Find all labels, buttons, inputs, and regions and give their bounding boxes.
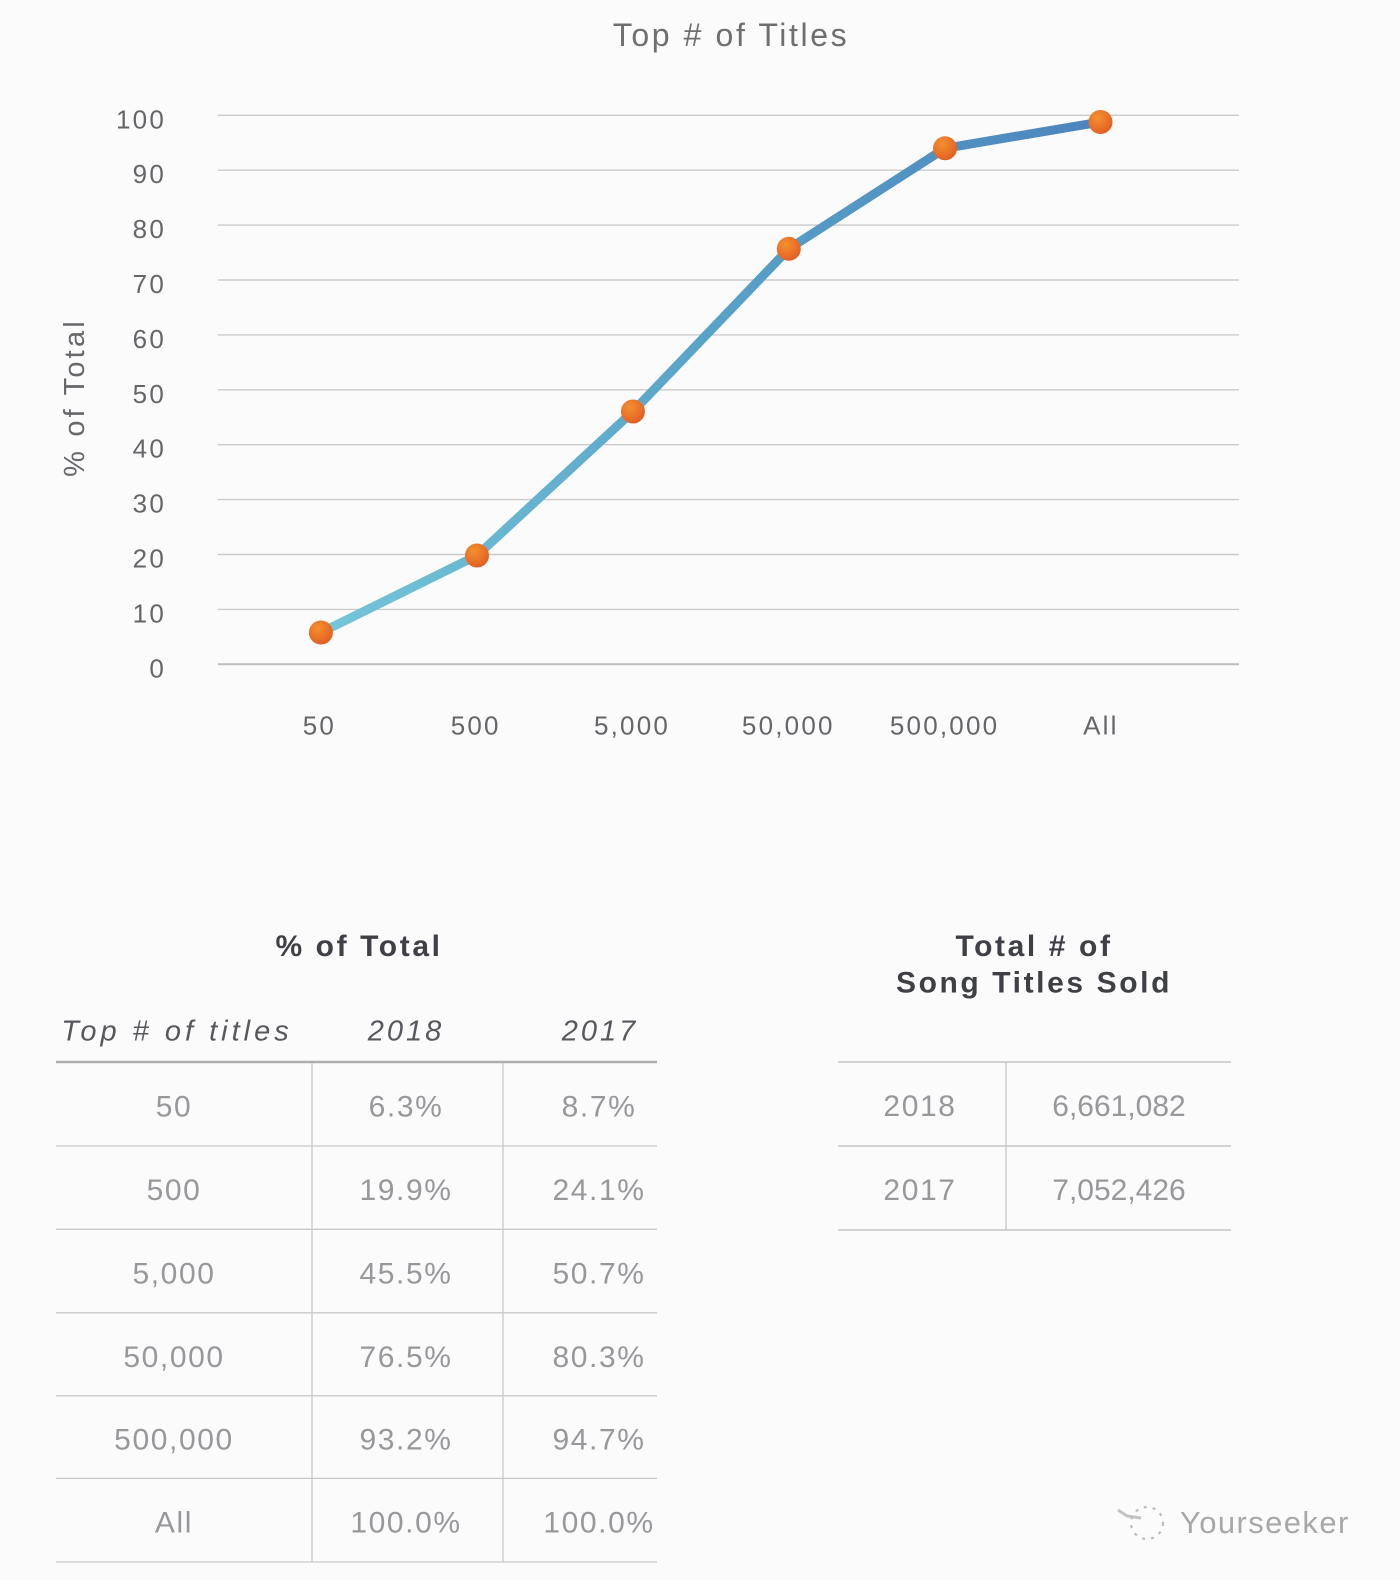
svg-text:30: 30 (133, 489, 166, 519)
svg-text:76.5%: 76.5% (359, 1341, 452, 1374)
svg-text:100.0%: 100.0% (350, 1507, 461, 1540)
svg-text:100.0%: 100.0% (543, 1507, 654, 1540)
svg-text:6.3%: 6.3% (369, 1091, 444, 1124)
svg-text:All: All (1083, 711, 1119, 741)
svg-text:20: 20 (133, 544, 166, 574)
svg-text:50: 50 (156, 1091, 193, 1124)
svg-text:100: 100 (116, 104, 166, 134)
svg-text:94.7%: 94.7% (552, 1424, 645, 1457)
svg-text:70: 70 (133, 269, 166, 299)
svg-text:2017: 2017 (883, 1174, 956, 1207)
svg-text:% of Total: % of Total (59, 318, 91, 477)
svg-text:5,000: 5,000 (594, 711, 670, 741)
svg-text:500,000: 500,000 (114, 1424, 234, 1457)
svg-text:19.9%: 19.9% (359, 1174, 452, 1207)
svg-text:Yourseeker: Yourseeker (1180, 1505, 1350, 1540)
svg-text:60: 60 (133, 324, 166, 354)
svg-text:45.5%: 45.5% (359, 1258, 452, 1291)
svg-text:% of Total: % of Total (275, 930, 442, 963)
svg-text:80.3%: 80.3% (552, 1341, 645, 1374)
svg-text:50,000: 50,000 (123, 1341, 224, 1374)
svg-text:Song Titles Sold: Song Titles Sold (896, 967, 1172, 1000)
svg-text:2017: 2017 (561, 1016, 639, 1048)
svg-text:50: 50 (133, 379, 166, 409)
svg-text:5,000: 5,000 (132, 1258, 215, 1291)
svg-text:0: 0 (149, 653, 166, 683)
svg-text:40: 40 (133, 434, 166, 464)
svg-text:50.7%: 50.7% (552, 1258, 645, 1291)
svg-text:10: 10 (133, 598, 166, 628)
svg-text:7,052,426: 7,052,426 (1052, 1174, 1185, 1207)
svg-text:90: 90 (133, 159, 166, 189)
svg-text:6,661,082: 6,661,082 (1052, 1090, 1185, 1123)
svg-text:Total # of: Total # of (955, 930, 1112, 963)
svg-text:2018: 2018 (367, 1016, 445, 1048)
svg-text:All: All (155, 1507, 193, 1540)
svg-text:50: 50 (303, 711, 336, 741)
svg-text:500: 500 (147, 1174, 202, 1207)
svg-text:50,000: 50,000 (742, 711, 835, 741)
svg-text:8.7%: 8.7% (562, 1091, 637, 1124)
svg-text:500,000: 500,000 (890, 711, 999, 741)
svg-text:Top # of titles: Top # of titles (61, 1016, 292, 1048)
svg-text:80: 80 (133, 214, 166, 244)
svg-text:93.2%: 93.2% (359, 1424, 452, 1457)
svg-text:500: 500 (451, 711, 501, 741)
svg-text:Top # of Titles: Top # of Titles (613, 17, 849, 53)
svg-text:2018: 2018 (883, 1090, 956, 1123)
svg-text:24.1%: 24.1% (552, 1174, 645, 1207)
